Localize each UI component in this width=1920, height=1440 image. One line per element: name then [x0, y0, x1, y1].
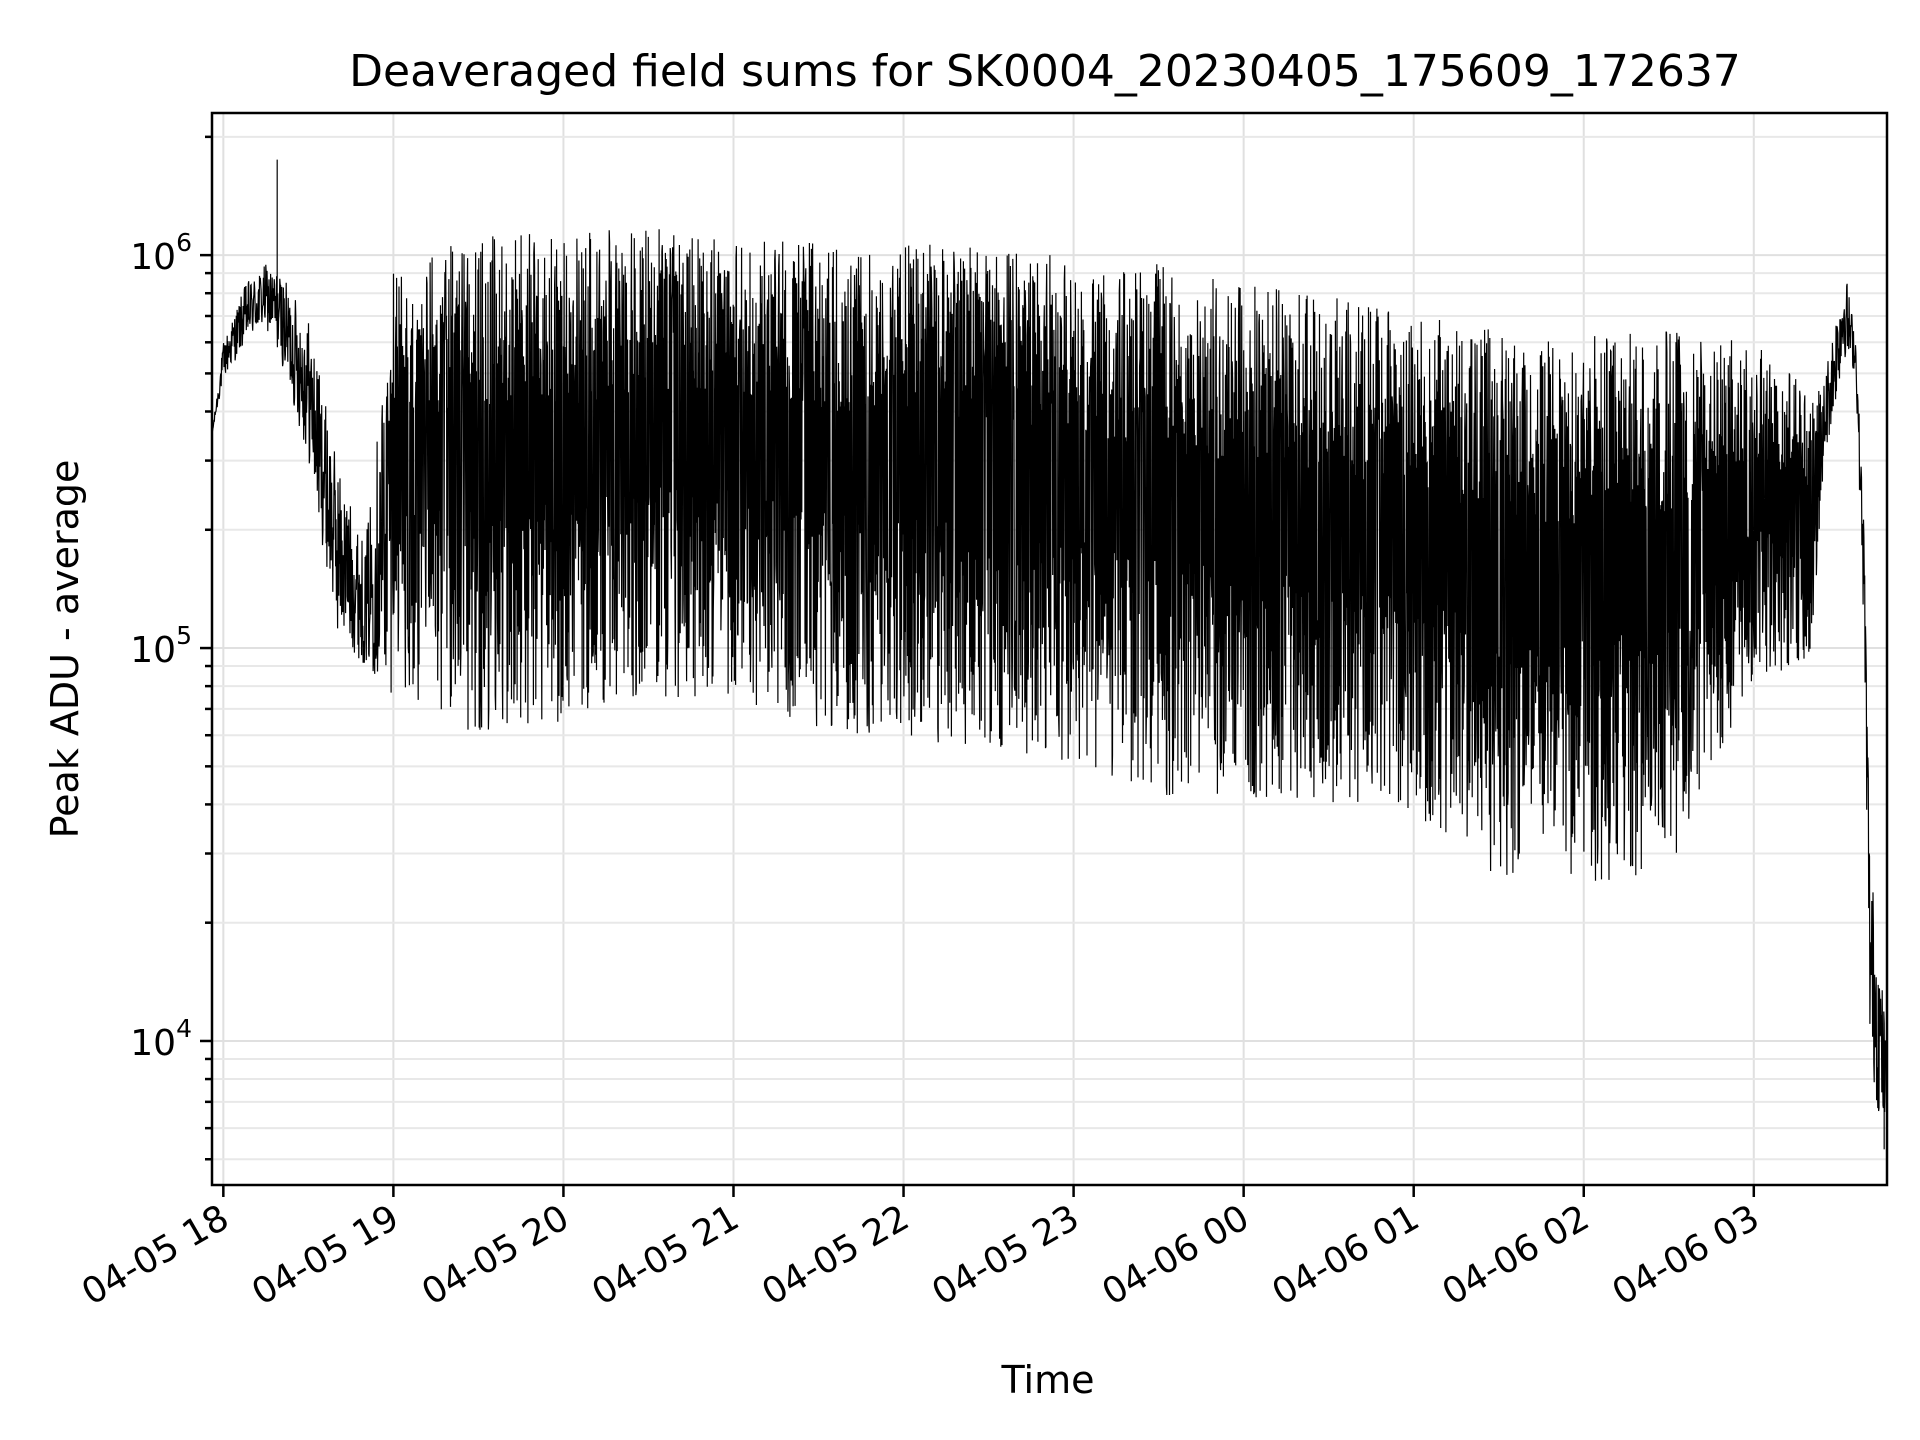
series-layer: [211, 159, 1888, 1150]
chart-title: Deaveraged field sums for SK0004_2023040…: [349, 46, 1741, 97]
y-tick-label: 104: [130, 1014, 192, 1064]
x-axis-label: Time: [1001, 1358, 1095, 1402]
y-tick-base: 10: [130, 1023, 176, 1064]
series-line: [211, 229, 1888, 1113]
y-tick-exponent: 6: [176, 228, 192, 257]
y-tick-exponent: 5: [176, 621, 192, 650]
y-axis-label: Peak ADU - average: [43, 460, 87, 839]
y-tick-exponent: 4: [176, 1014, 192, 1043]
y-tick-label: 106: [130, 228, 192, 278]
y-tick-base: 10: [130, 630, 176, 671]
y-tick-base: 10: [130, 237, 176, 278]
y-tick-label: 105: [130, 621, 192, 671]
